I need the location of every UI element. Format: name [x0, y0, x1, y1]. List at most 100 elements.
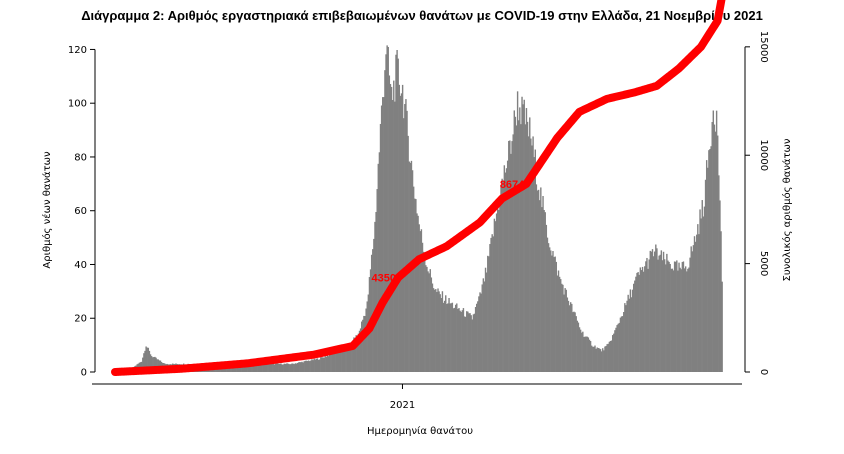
cumulative-label: 8674 [500, 179, 525, 191]
bar [334, 352, 336, 372]
bar [154, 356, 156, 372]
bar [617, 323, 619, 372]
bar [719, 200, 721, 372]
bar [714, 131, 717, 372]
bar [364, 316, 366, 372]
bar [703, 206, 706, 372]
bar [422, 251, 425, 372]
bar [542, 196, 544, 372]
bar [239, 364, 241, 372]
bar [359, 328, 362, 372]
bar [300, 362, 302, 372]
bar [463, 316, 466, 372]
bar [346, 348, 349, 372]
bar [623, 312, 625, 372]
bar [370, 254, 373, 372]
bar [269, 364, 271, 372]
bar [545, 224, 548, 372]
bar [449, 303, 451, 372]
bar [665, 264, 667, 372]
bar [515, 125, 518, 373]
bar [489, 244, 491, 372]
bar [467, 311, 469, 372]
bar [445, 295, 447, 372]
bar [469, 313, 471, 372]
bar [656, 248, 658, 372]
bar [720, 231, 722, 372]
bar [609, 340, 612, 372]
bar [519, 107, 521, 372]
bar [325, 356, 328, 372]
bar [709, 149, 711, 372]
bar [354, 340, 356, 372]
bar [637, 272, 639, 372]
bar [641, 266, 644, 372]
bar [251, 364, 253, 372]
bar [556, 275, 559, 372]
y-tick-label: 20 [74, 314, 87, 325]
bar [550, 250, 552, 372]
bar [343, 347, 345, 372]
bar [627, 294, 629, 372]
bar [503, 165, 506, 372]
bar [485, 272, 488, 372]
bar [488, 256, 490, 372]
bar [338, 351, 341, 372]
bar [628, 298, 630, 372]
bar [537, 189, 540, 372]
bar [305, 360, 308, 372]
bar [588, 339, 591, 372]
bar [667, 260, 669, 372]
bar [554, 256, 556, 372]
bar [534, 149, 536, 372]
bar [260, 363, 262, 372]
bar [663, 259, 666, 372]
bar [388, 75, 391, 372]
bar [607, 343, 609, 372]
bar [335, 351, 337, 372]
bar [344, 347, 346, 372]
bar [439, 294, 441, 372]
bar [268, 364, 270, 372]
bar [718, 175, 720, 372]
bar [565, 289, 567, 372]
bar [297, 362, 300, 372]
bar [453, 307, 456, 372]
bar [648, 259, 650, 372]
bar [690, 246, 692, 372]
bar [493, 218, 496, 372]
bar [527, 136, 530, 372]
bar [659, 254, 661, 372]
y-tick-label: 40 [74, 260, 87, 271]
bar [437, 288, 439, 372]
bar [429, 269, 431, 372]
bar [548, 247, 551, 372]
bar [675, 261, 677, 372]
bar [289, 364, 291, 372]
bar [471, 319, 473, 372]
bar [585, 336, 587, 372]
bar [347, 347, 350, 372]
bar [259, 363, 261, 372]
bar [438, 291, 440, 372]
bar [318, 359, 321, 372]
bar [553, 257, 555, 372]
bar [425, 265, 427, 372]
bar [274, 363, 277, 372]
bar [512, 134, 514, 372]
bar [405, 99, 407, 372]
bar [640, 270, 643, 372]
bar [247, 364, 249, 372]
cumulative-label: 4350 [372, 273, 396, 285]
bar [433, 289, 436, 372]
bar [646, 257, 648, 372]
bar [273, 364, 276, 372]
bar [395, 54, 397, 372]
bar [621, 316, 624, 372]
bar [401, 84, 404, 372]
bar [544, 212, 546, 372]
bar [701, 200, 703, 372]
bar [561, 283, 563, 372]
bar [478, 296, 480, 372]
bar [521, 96, 523, 373]
